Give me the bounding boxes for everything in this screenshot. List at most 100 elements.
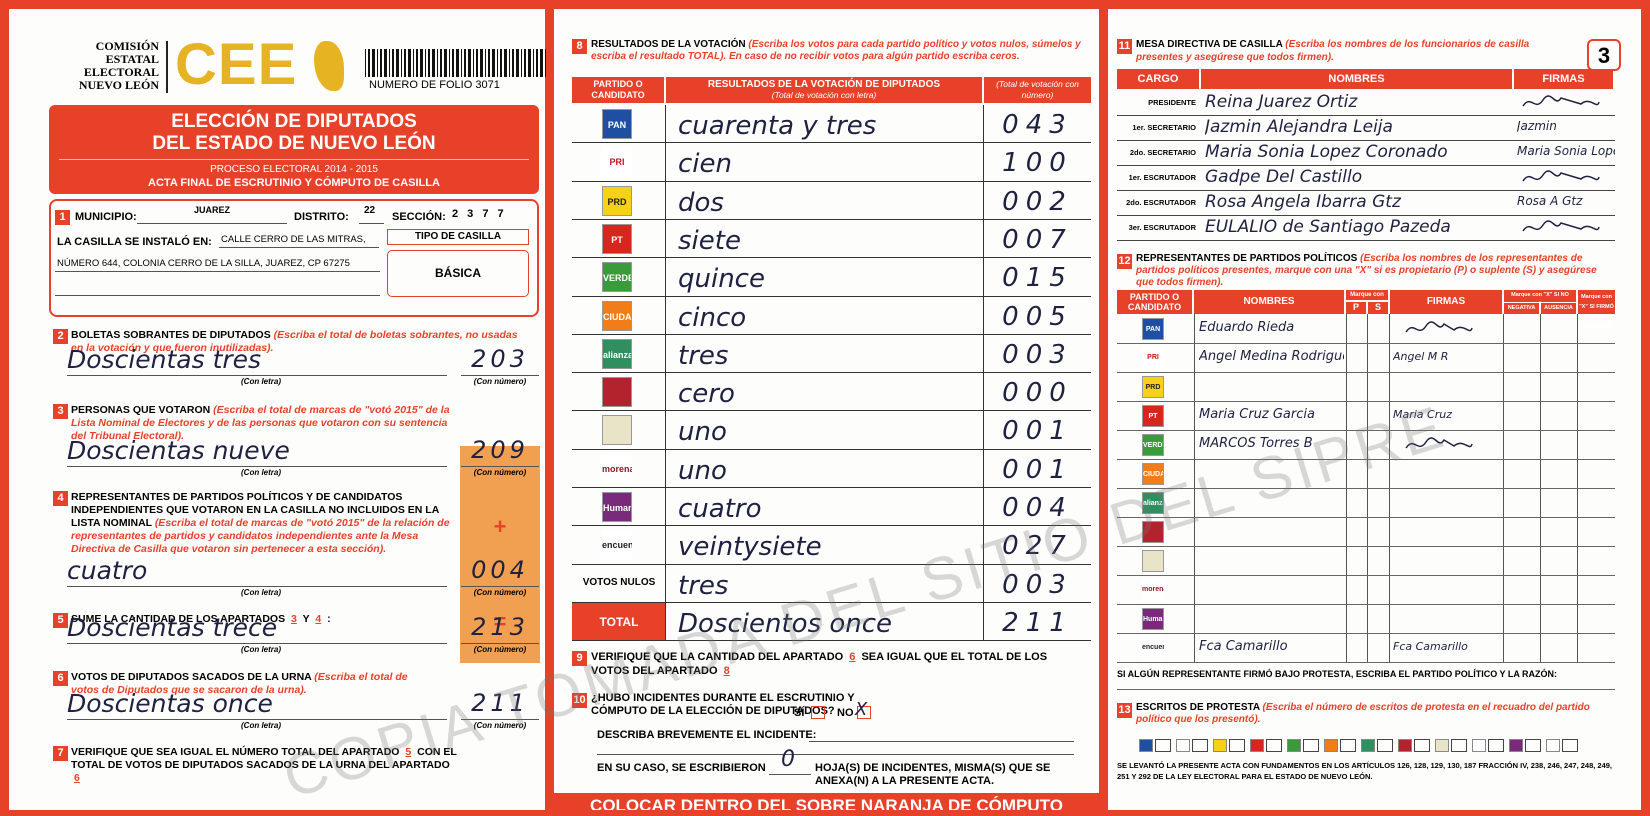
barcode-bar: [368, 49, 370, 77]
handwritten-name: Angel Medina Rodriguez: [1199, 349, 1344, 364]
section-badge: 12: [1117, 254, 1132, 269]
section-badge: 10: [572, 693, 587, 708]
address-line: NÚMERO 644, COLONIA CERRO DE LA SILLA, J…: [57, 258, 350, 269]
rule-line: [461, 586, 539, 587]
handwritten-words: tres: [678, 340, 729, 371]
rule-line: [1117, 372, 1615, 373]
field-label: MUNICIPIO:: [75, 211, 137, 223]
table-header: NOMBRES: [1201, 69, 1512, 89]
section-badge: 13: [1117, 703, 1132, 718]
barcode-bar: [456, 49, 459, 77]
con-numero: (Con número): [473, 721, 527, 730]
rule-line: [1117, 517, 1615, 518]
barcode-bar: [500, 49, 502, 77]
protest-party-icon: [1546, 739, 1560, 752]
rule-line: [55, 271, 380, 272]
rule-line: [1117, 240, 1615, 241]
heading-part: RESULTADOS DE LA VOTACIÓN: [591, 39, 746, 50]
con-letra: (Con letra): [241, 468, 281, 477]
party-logo: PRI: [1142, 347, 1164, 369]
handwritten-name: Reina Juarez Ortiz: [1205, 92, 1358, 112]
rule-line: [1117, 662, 1615, 663]
handwritten-figure: 211: [471, 689, 529, 717]
barcode-bar: [425, 49, 426, 77]
rule-line: [1117, 165, 1615, 166]
barcode-bar: [468, 49, 471, 77]
rule-line: [572, 295, 1091, 297]
protest-box: [1451, 739, 1467, 752]
table-header: CARGO: [1117, 69, 1199, 89]
panel-divider: [1099, 9, 1108, 810]
column-rule: [983, 105, 984, 642]
handwritten-words: siete: [678, 225, 741, 256]
handwritten-name: Gadpe Del Castillo: [1205, 167, 1363, 187]
nulos-label: VOTOS NULOS: [582, 576, 656, 588]
party-logo: PAN: [1142, 318, 1164, 340]
protest-party-icon: [1139, 739, 1153, 752]
protest-party-icon: [1509, 739, 1523, 752]
section-instruction: (Escriba el número de escritos de protes…: [1136, 702, 1590, 725]
party-logo: encuentro: [602, 530, 632, 561]
barcode-bar: [492, 49, 495, 77]
table-header: S: [1368, 302, 1388, 314]
sum-column: [460, 446, 540, 663]
table-header: FIRMAS: [1390, 290, 1502, 314]
plus-sign: +: [493, 514, 507, 539]
signature-scribble: [1405, 437, 1473, 449]
header-sub: (Total de votación con letra): [771, 90, 877, 100]
tipo-value: BÁSICA: [387, 250, 529, 297]
heading-part: REPRESENTANTES DE PARTIDOS POLÍTICOS Y D…: [71, 491, 439, 529]
barcode-bar: [528, 49, 531, 77]
party-logo: PT: [1142, 405, 1164, 427]
commission-line: ESTATAL: [105, 52, 159, 66]
party-logo: alianza: [602, 338, 632, 369]
handwritten-figure: 211: [1002, 607, 1073, 638]
rule-line: [1117, 140, 1615, 141]
heading-part: 5: [405, 746, 412, 758]
handwritten-figure: 003: [1002, 339, 1073, 370]
party-logo: VERDE: [602, 262, 632, 293]
barcode-bar: [372, 49, 375, 77]
folio-number: NUMERO DE FOLIO 3071: [369, 79, 500, 91]
text-part: 6: [849, 651, 856, 663]
rule-line: [572, 487, 1091, 488]
barcode-bar: [464, 49, 466, 77]
party-logo: Humanista: [1142, 608, 1164, 630]
handwritten-name: Maria Sonia Lopez Coronado: [1205, 142, 1448, 162]
handwritten-figure: 209: [471, 436, 529, 464]
con-numero: (Con número): [473, 645, 527, 654]
rule-line: [67, 643, 447, 644]
seccion-value: 2 3 7 7: [452, 208, 507, 220]
barcode-bar: [365, 49, 366, 77]
section-badge: 5: [53, 613, 68, 628]
section-heading: VOTOS DE DIPUTADOS SACADOS DE LA URNA (E…: [71, 671, 431, 697]
handwritten-name: Eduardo Rieda: [1199, 320, 1295, 335]
rule-line: [461, 719, 539, 720]
title-line: DEL ESTADO DE NUEVO LEÓN: [152, 133, 436, 154]
section-badge: 4: [53, 491, 68, 506]
rule-line: [461, 466, 539, 467]
commission-line: COMISIÓN: [95, 39, 159, 53]
signature-scribble: [1405, 321, 1473, 333]
handwritten-words: cien: [678, 149, 732, 180]
rule-line: [1117, 215, 1615, 216]
rule-line: [572, 333, 1091, 335]
section-instruction: (Escriba el total de votos de Diputados …: [71, 671, 408, 696]
barcode: [365, 49, 546, 77]
section-badge: 11: [1117, 39, 1132, 54]
rule-line: [1117, 604, 1615, 605]
rule-line: [572, 601, 1091, 603]
yes-label: SÍ: [794, 707, 805, 719]
commission-line: ELECTORAL: [83, 65, 159, 79]
barcode-bar: [473, 49, 474, 77]
handwritten-words: cuatro: [67, 556, 148, 585]
address-line: CALLE CERRO DE LAS MITRAS,: [221, 234, 366, 245]
sheets-after: HOJA(S) DE INCIDENTES, MISMA(S) QUE SE A…: [815, 762, 1051, 787]
barcode-bar: [392, 49, 394, 77]
handwritten-name: MARCOS Torres B: [1199, 436, 1313, 451]
party-logo: PRI: [602, 147, 632, 178]
heading-part: 3: [291, 613, 297, 625]
rule-line: [137, 223, 287, 224]
protest-box: [1155, 739, 1171, 752]
